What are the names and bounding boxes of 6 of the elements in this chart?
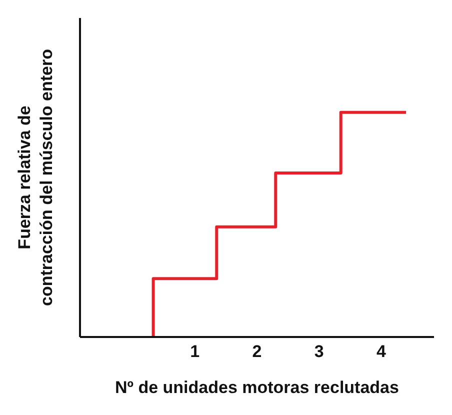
x-tick-label: 2	[252, 342, 262, 362]
x-axis-title: Nº de unidades motoras reclutadas	[115, 378, 399, 397]
x-tick-label: 4	[376, 342, 386, 362]
y-axis-title: Fuerza relativa de contracción del músculo entero	[15, 49, 56, 306]
x-tick-label: 3	[314, 342, 324, 362]
x-tick-label: 1	[190, 342, 200, 362]
